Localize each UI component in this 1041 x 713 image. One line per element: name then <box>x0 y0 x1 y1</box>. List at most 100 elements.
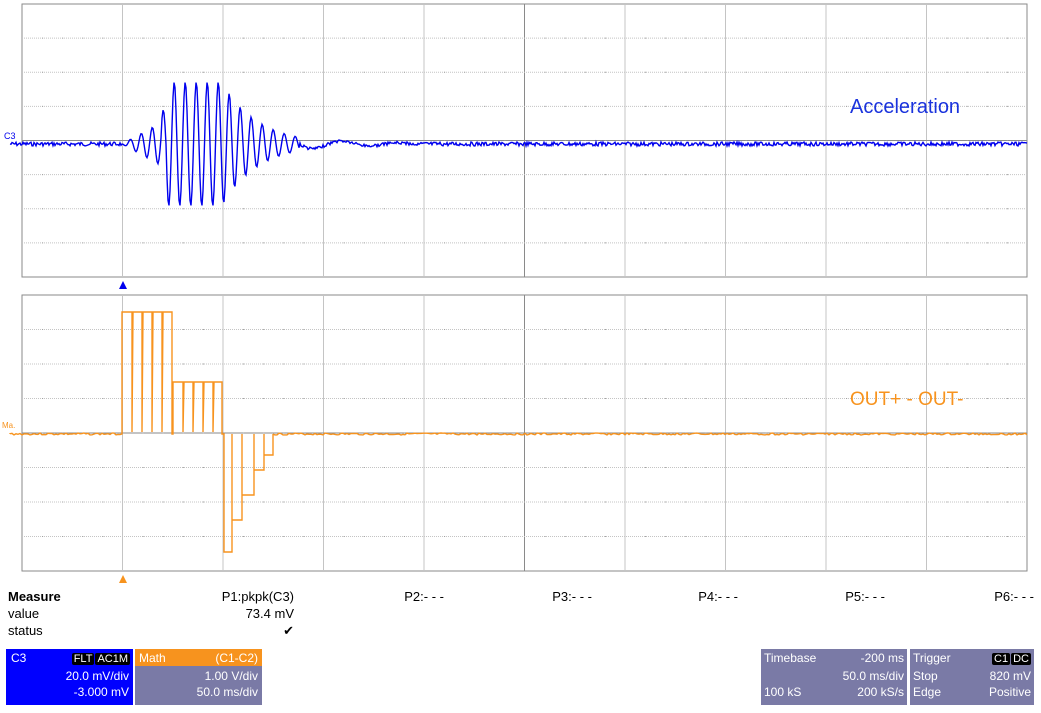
math-grid-dot <box>544 329 546 330</box>
c3-grid-dot <box>805 71 807 73</box>
math-grid-dot <box>745 363 747 365</box>
math-grid-dot <box>102 329 104 330</box>
measure-p5-name[interactable]: P5:- - - <box>845 589 885 604</box>
math-grid-dot <box>645 536 647 537</box>
math-grid-dot <box>966 467 968 468</box>
c3-grid-dot <box>283 242 285 244</box>
math-grid-dot <box>946 363 948 365</box>
c3-grid-dot <box>142 105 144 107</box>
math-grid-dot <box>142 398 144 399</box>
c3-grid-dot <box>705 242 707 244</box>
c3-grid-dot <box>182 174 184 176</box>
math-grid-dot <box>303 432 305 434</box>
c3-grid-dot <box>42 140 44 141</box>
c3-grid-dot <box>886 174 888 176</box>
c3-grid-dot <box>645 71 647 73</box>
math-grid-dot <box>182 329 184 330</box>
c3-grid-dot <box>82 105 84 107</box>
c3-grid-dot <box>42 71 44 73</box>
c3-grid-dot <box>866 242 868 244</box>
math-grid-dot <box>966 363 968 365</box>
c3-grid-dot <box>162 174 164 176</box>
trigger-slope: Positive <box>988 685 1031 699</box>
c3-grid-dot <box>263 105 265 107</box>
math-grid-dot <box>383 467 385 468</box>
c3-grid-dot <box>966 208 968 210</box>
c3-grid-dot <box>745 242 747 244</box>
c3-grid-dot <box>42 105 44 107</box>
trigger-box[interactable]: Trigger C1 DC Stop 820 mV Edge Positive <box>910 649 1034 705</box>
measure-p6-name[interactable]: P6:- - - <box>994 589 1034 604</box>
math-grid-dot <box>283 432 285 434</box>
c3-grid-dot <box>765 105 767 107</box>
c3-grid-dot <box>303 208 305 210</box>
c3-grid-dot <box>102 71 104 73</box>
math-grid-dot <box>604 398 606 399</box>
math-grid-dot <box>604 329 606 330</box>
c3-grid-dot <box>886 71 888 73</box>
math-grid-dot <box>645 398 647 399</box>
math-grid-dot <box>142 432 144 434</box>
math-trigger-marker[interactable] <box>119 575 127 583</box>
math-grid-dot <box>464 363 466 365</box>
math-grid-dot <box>685 363 687 365</box>
math-grid-dot <box>685 329 687 330</box>
math-grid-dot <box>243 467 245 468</box>
math-grid-dot <box>243 536 245 537</box>
c3-grid-dot <box>1006 174 1008 176</box>
math-channel-marker[interactable]: Ma. <box>2 421 15 430</box>
c3-grid-dot <box>484 242 486 244</box>
math-grid-dot <box>343 501 345 503</box>
math-grid-dot <box>82 398 84 399</box>
math-grid-dot <box>805 398 807 399</box>
math-grid-dot <box>846 501 848 503</box>
math-grid-dot <box>464 501 466 503</box>
c3-grid-dot <box>363 105 365 107</box>
c3-grid-dot <box>202 71 204 73</box>
c3-grid-dot <box>182 71 184 73</box>
c3-grid-dot <box>745 105 747 107</box>
c3-grid-dot <box>62 242 64 244</box>
c3-grid-dot <box>966 140 968 141</box>
c3-grid-dot <box>162 105 164 107</box>
c3-grid-dot <box>966 105 968 107</box>
math-channel-box[interactable]: Math (C1-C2) 1.00 V/div 50.0 ms/div <box>135 649 262 705</box>
measure-p4-name[interactable]: P4:- - - <box>698 589 738 604</box>
math-grid-dot <box>665 501 667 503</box>
math-grid-dot <box>604 432 606 434</box>
math-grid-dot <box>283 467 285 468</box>
math-grid-dot <box>383 432 385 434</box>
math-grid-dot <box>303 363 305 365</box>
c3-grid-dot <box>182 37 184 39</box>
timebase-box[interactable]: Timebase -200 ms 50.0 ms/div 100 kS 200 … <box>761 649 907 705</box>
measure-p1-status: ✔ <box>283 623 294 638</box>
measure-p3-name[interactable]: P3:- - - <box>552 589 592 604</box>
c3-grid-dot <box>805 174 807 176</box>
c3-grid-dot <box>785 71 787 73</box>
c3-grid-dot <box>906 71 908 73</box>
math-grid-dot <box>142 467 144 468</box>
c3-channel-marker[interactable]: C3 <box>4 131 16 141</box>
c3-trigger-marker[interactable] <box>119 281 127 289</box>
math-grid-dot <box>142 536 144 537</box>
c3-grid-dot <box>685 71 687 73</box>
c3-grid-dot <box>102 140 104 141</box>
math-grid-dot <box>564 398 566 399</box>
math-grid-dot <box>1006 363 1008 365</box>
measure-p2-name[interactable]: P2:- - - <box>404 589 444 604</box>
c3-channel-box[interactable]: C3 FLT AC1M 20.0 mV/div -3.000 mV <box>6 649 133 705</box>
c3-impedance-tag: AC1M <box>95 653 130 665</box>
measure-p1-name[interactable]: P1:pkpk(C3) <box>221 589 294 604</box>
c3-grid-dot <box>504 174 506 176</box>
math-grid-dot <box>665 329 667 330</box>
math-grid-dot <box>745 501 747 503</box>
c3-grid-dot <box>604 174 606 176</box>
math-grid-dot <box>263 432 265 434</box>
c3-grid-dot <box>343 37 345 39</box>
c3-grid-dot <box>464 140 466 141</box>
math-grid-dot <box>785 501 787 503</box>
c3-grid-dot <box>504 105 506 107</box>
math-grid-dot <box>906 363 908 365</box>
math-grid-dot <box>584 536 586 537</box>
math-grid-dot <box>685 536 687 537</box>
